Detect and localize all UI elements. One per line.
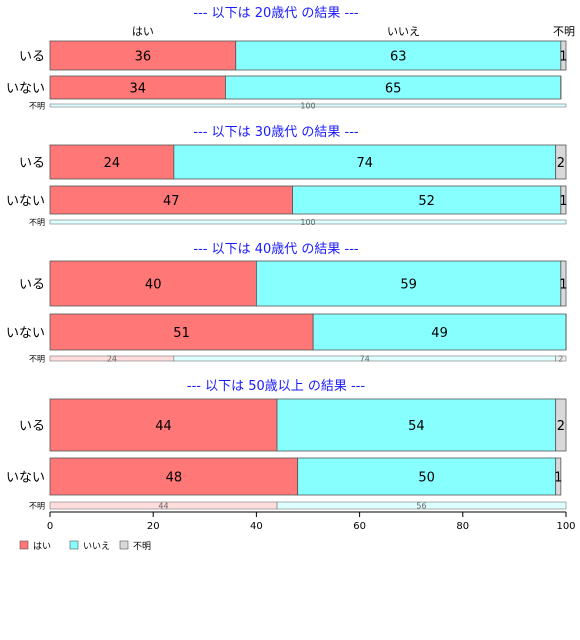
bar-segment-yes bbox=[49, 185, 293, 215]
data-label: 47 bbox=[163, 194, 180, 209]
panel-title: --- 以下は 20歳代 の結果 --- bbox=[193, 6, 359, 21]
x-tick-label: 80 bbox=[456, 521, 469, 532]
unknown-data-label: 100 bbox=[300, 218, 315, 227]
unknown-data-label: 24 bbox=[107, 355, 117, 364]
unknown-row-label: 不明 bbox=[29, 502, 45, 511]
data-label: 1 bbox=[559, 278, 567, 293]
bar-segment-yes bbox=[49, 398, 278, 452]
panel-title: --- 以下は 40歳代 の結果 --- bbox=[193, 242, 359, 257]
bar-segment-unknown bbox=[555, 144, 567, 180]
data-label: 63 bbox=[390, 50, 407, 65]
bar-segment-no bbox=[255, 260, 562, 307]
data-label: 48 bbox=[166, 471, 183, 486]
x-tick-label: 40 bbox=[250, 521, 263, 532]
unknown-row-label: 不明 bbox=[29, 218, 45, 227]
unknown-data-label: 56 bbox=[416, 502, 426, 511]
legend-label-yes: はい bbox=[33, 541, 51, 552]
column-header-no: いいえ bbox=[387, 25, 420, 38]
data-label: 24 bbox=[104, 156, 121, 171]
data-label: 54 bbox=[408, 419, 425, 434]
unknown-data-label: 44 bbox=[158, 502, 168, 511]
bar-segment-no bbox=[312, 313, 567, 351]
bar-segment-unknown bbox=[560, 185, 567, 215]
row-label: いる bbox=[19, 278, 45, 293]
panel-title: --- 以下は 50歳以上 の結果 --- bbox=[187, 379, 366, 394]
data-label: 52 bbox=[418, 194, 435, 209]
row-label: いる bbox=[19, 50, 45, 65]
legend-swatch-no bbox=[69, 540, 79, 550]
data-label: 1 bbox=[559, 194, 567, 209]
data-label: 65 bbox=[385, 82, 402, 97]
data-label: 59 bbox=[400, 278, 417, 293]
x-tick-label: 0 bbox=[47, 521, 53, 532]
column-header-yes: はい bbox=[132, 25, 154, 38]
row-label: いる bbox=[19, 419, 45, 434]
bar-segment-no bbox=[276, 398, 557, 452]
unknown-segment-unknown bbox=[555, 355, 567, 362]
legend-label-unknown: 不明 bbox=[133, 541, 151, 552]
data-label: 1 bbox=[559, 50, 567, 65]
unknown-segment-no bbox=[276, 501, 567, 510]
bar-segment-unknown bbox=[560, 260, 567, 307]
legend-swatch-yes bbox=[19, 540, 29, 550]
unknown-segment-no bbox=[49, 103, 567, 108]
row-label: いない bbox=[6, 471, 45, 486]
bar-segment-unknown bbox=[555, 457, 562, 496]
unknown-data-label: 2 bbox=[558, 355, 563, 364]
data-label: 44 bbox=[155, 419, 172, 434]
row-label: いる bbox=[19, 156, 45, 171]
unknown-data-label: 100 bbox=[300, 102, 315, 111]
bar-segment-yes bbox=[49, 313, 314, 351]
data-label: 51 bbox=[173, 326, 190, 341]
column-header-unknown: 不明 bbox=[553, 25, 575, 38]
data-label: 40 bbox=[145, 278, 162, 293]
data-label: 34 bbox=[129, 82, 146, 97]
data-label: 1 bbox=[554, 471, 562, 486]
bar-segment-no bbox=[235, 40, 562, 71]
bar-segment-yes bbox=[49, 144, 175, 180]
data-label: 2 bbox=[557, 419, 565, 434]
bar-segment-yes bbox=[49, 457, 299, 496]
data-label: 74 bbox=[356, 156, 373, 171]
bar-segment-unknown bbox=[560, 40, 567, 71]
x-tick-label: 100 bbox=[556, 521, 575, 532]
unknown-row-label: 不明 bbox=[29, 355, 45, 364]
data-label: 2 bbox=[557, 156, 565, 171]
bar-segment-yes bbox=[49, 40, 237, 71]
row-label: いない bbox=[6, 326, 45, 341]
row-label: いない bbox=[6, 82, 45, 97]
unknown-segment-no bbox=[49, 219, 567, 225]
panel-title: --- 以下は 30歳代 の結果 --- bbox=[193, 125, 359, 140]
data-label: 50 bbox=[418, 471, 435, 486]
bar-segment-unknown bbox=[555, 398, 567, 452]
unknown-data-label: 74 bbox=[360, 355, 370, 364]
data-label: 49 bbox=[431, 326, 448, 341]
bar-segment-no bbox=[292, 185, 562, 215]
data-label: 36 bbox=[135, 50, 152, 65]
x-tick-label: 20 bbox=[147, 521, 160, 532]
x-tick-label: 60 bbox=[353, 521, 366, 532]
bar-segment-no bbox=[297, 457, 557, 496]
legend-label-no: いいえ bbox=[83, 541, 110, 552]
row-label: いない bbox=[6, 194, 45, 209]
legend-swatch-unknown bbox=[119, 540, 129, 550]
unknown-row-label: 不明 bbox=[29, 102, 45, 111]
bar-segment-no bbox=[173, 144, 557, 180]
